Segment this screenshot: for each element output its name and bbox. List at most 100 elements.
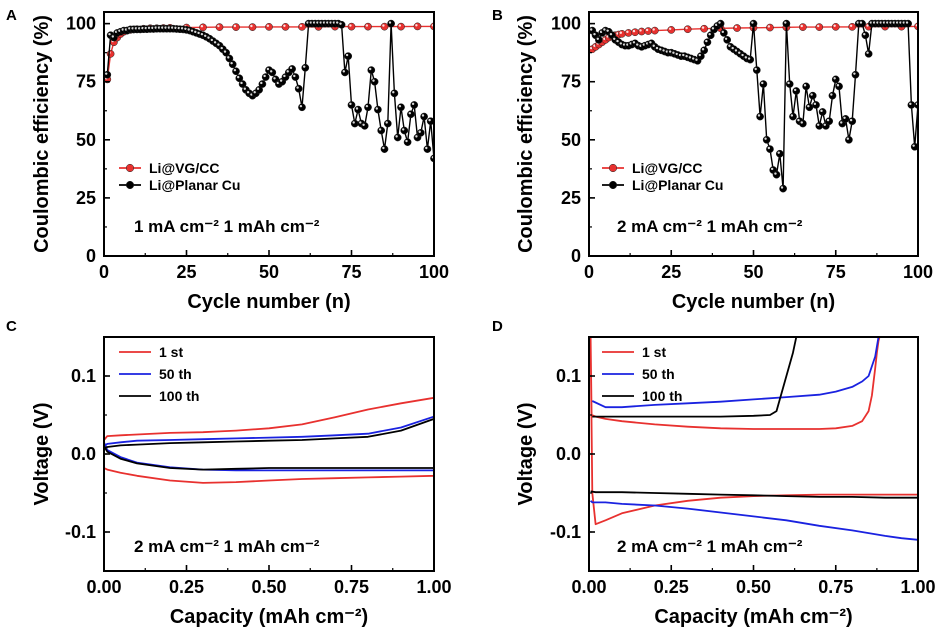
data-point-highlight [636,43,639,46]
data-point-highlight [833,24,836,27]
data-point-highlight [596,37,599,40]
data-point-highlight [190,29,194,32]
data-point [785,80,794,88]
data-point-highlight [632,41,636,44]
data-point [858,19,866,28]
data-point-highlight [609,32,613,36]
data-point-highlight [402,128,405,131]
series-line [106,22,434,159]
data-point-highlight [382,146,385,150]
data-point-highlight [751,21,754,24]
data-point [364,103,372,112]
data-point-highlight [718,21,721,24]
data-point-highlight [603,28,606,31]
data-point [772,170,781,179]
data-point [364,22,372,31]
data-point-highlight [672,51,675,54]
data-point-highlight [593,32,596,36]
data-point-highlight [388,21,392,24]
data-point [423,145,432,153]
data-point [367,66,376,74]
data-point-highlight [859,21,863,24]
data-point [397,103,405,112]
data-point-highlight [415,24,418,27]
data-point-highlight [853,72,856,75]
condition-annotation: 2 mA cm⁻² 1 mAh cm⁻² [617,217,803,236]
data-point [749,19,758,28]
y-tick-label: 75 [561,72,581,92]
data-point-highlight [336,21,339,24]
y-tick-label: 100 [66,14,96,34]
data-point-highlight [105,72,108,75]
data-point-highlight [866,24,869,27]
data-point-highlight [800,24,803,28]
data-point-highlight [382,24,385,27]
data-point [752,66,761,74]
data-point-highlight [708,32,711,36]
data-point-highlight [174,26,177,30]
data-point-highlight [721,30,724,34]
data-point [383,119,392,128]
series-line [589,337,918,541]
data-point-highlight [283,74,286,78]
plot-frame [588,336,919,572]
data-point-highlight [200,32,204,36]
data-point-highlight [836,84,840,87]
data-point-highlight [632,29,636,33]
data-point-highlight [757,114,761,117]
data-point [595,36,603,44]
data-point-highlight [800,121,803,124]
y-axis-label: Coulombic efficiency (%) [31,15,53,253]
data-point-highlight [685,55,688,58]
data-point-highlight [408,111,411,115]
data-point [861,31,870,40]
data-point [420,112,428,121]
x-tick-label: 1.00 [416,577,451,597]
data-point-highlight [744,56,748,59]
data-point-highlight [589,28,593,31]
data-point [644,27,653,35]
data-point-highlight [767,146,771,150]
data-point-highlight [362,123,365,126]
data-point [370,77,379,86]
data-point [907,101,916,109]
x-tick-label: 1.00 [900,577,935,597]
panel-c: 0.00 0.25 0.50 0.75 1.00 -0.1 0.0 0.1 Capacity (… [6,318,452,628]
data-point-highlight [286,70,289,73]
data-point-highlight [652,28,655,31]
data-point [393,133,402,142]
data-point [716,19,725,28]
data-point-highlight [787,81,790,85]
condition-annotation: 2 mA cm⁻² 1 mAh cm⁻² [617,537,803,556]
panel-label: B [492,7,503,24]
data-point [281,23,290,31]
data-point-highlight [352,121,355,124]
data-point [818,108,827,116]
data-point [294,84,303,93]
data-point-highlight [273,77,276,80]
data-point-highlight [411,102,415,106]
data-point [805,103,814,112]
series-line [589,337,918,526]
x-tick-label: 0 [99,262,109,282]
x-tick-label: 0.75 [334,577,369,597]
data-point-highlight [863,32,866,36]
data-point-highlight [197,31,200,35]
data-point-highlight [849,118,853,122]
data-point [759,80,768,88]
data-point [387,19,395,28]
data-point [683,25,692,34]
data-point-highlight [355,107,359,110]
data-point [407,110,415,119]
data-point [762,135,771,144]
plot-frame [103,336,435,572]
data-point [808,91,817,100]
legend-marker [125,163,135,173]
data-point-highlight [293,74,296,78]
data-point [199,23,207,32]
data-point-highlight [111,35,115,38]
data-point-highlight [246,91,250,94]
data-point-highlight [392,91,395,94]
data-point [261,73,270,81]
